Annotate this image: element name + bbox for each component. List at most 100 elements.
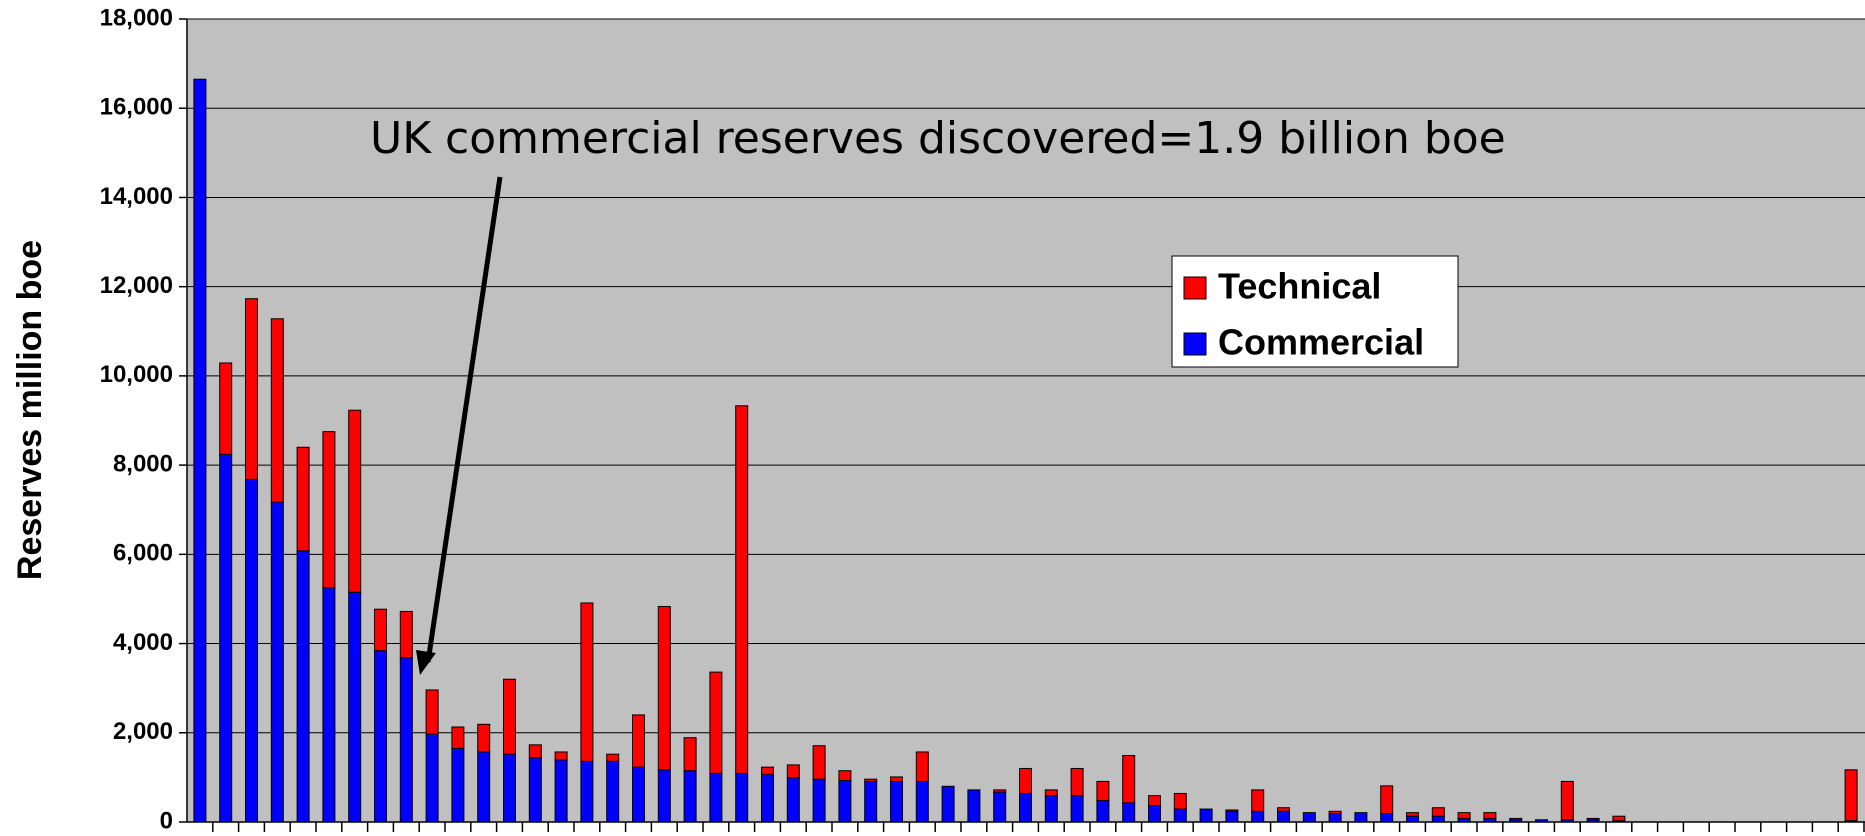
bar-segment — [1457, 812, 1471, 819]
bar-segment — [606, 760, 620, 823]
bar-segment — [786, 777, 800, 823]
bar-segment — [1406, 812, 1419, 817]
bar-segment — [1044, 789, 1058, 797]
bar-segment — [270, 318, 284, 503]
y-tick-label: 16,000 — [100, 94, 173, 121]
bar-segment — [1122, 755, 1136, 804]
bar-segment — [709, 772, 723, 823]
bar-segment — [1380, 785, 1394, 815]
bar-segment — [993, 789, 1007, 793]
bar-segment — [1277, 810, 1290, 823]
legend-swatch — [1183, 332, 1207, 356]
bar-segment — [322, 431, 336, 589]
bar-segment — [683, 737, 697, 772]
legend-label: Technical — [1218, 266, 1381, 307]
bar-segment — [399, 657, 413, 823]
bar-segment — [1457, 817, 1471, 823]
bar-segment — [296, 446, 310, 552]
annotation: UK commercial reserves discovered=1.9 bi… — [370, 113, 1506, 164]
bar-segment — [735, 405, 749, 774]
bar-segment — [1560, 780, 1574, 821]
bar-segment — [683, 770, 697, 823]
bar-segment — [1019, 767, 1032, 794]
bar-segment — [554, 759, 568, 823]
y-tick-label: 2,000 — [113, 718, 173, 745]
bar-segment — [554, 751, 568, 761]
bar-segment — [915, 751, 929, 782]
bar-segment — [374, 608, 387, 652]
plot-background — [187, 19, 1865, 822]
bar-segment — [451, 726, 465, 749]
bar-segment — [1199, 808, 1213, 823]
bar-segment — [322, 587, 336, 823]
y-tick-label: 10,000 — [100, 361, 173, 388]
y-tick-label: 18,000 — [100, 4, 173, 31]
bar-segment — [1328, 813, 1342, 823]
bar-segment — [1096, 780, 1110, 802]
bar-segment — [1844, 769, 1858, 822]
bar-segment — [1225, 810, 1239, 823]
bar-segment — [1019, 792, 1032, 823]
bar-segment — [477, 723, 491, 753]
bar-segment — [838, 770, 852, 782]
bar-segment — [890, 780, 903, 823]
bar-segment — [838, 780, 852, 823]
bar-segment — [632, 714, 645, 768]
y-tick-label: 0 — [160, 807, 173, 834]
bar-segment — [528, 744, 542, 759]
legend-label: Commercial — [1218, 322, 1424, 363]
bar-segment — [1277, 807, 1290, 812]
bar-segment — [451, 747, 465, 823]
bar-segment — [477, 751, 491, 823]
bar-segment — [1483, 817, 1497, 823]
bar-segment — [1148, 795, 1161, 806]
bar-segment — [245, 478, 258, 823]
bar-segment — [580, 760, 594, 823]
bar-segment — [1302, 812, 1316, 823]
bar-segment — [270, 501, 284, 823]
bar-segment — [528, 757, 542, 823]
y-tick-label: 14,000 — [100, 183, 173, 210]
bar-segment — [812, 745, 826, 780]
bar-segment — [657, 769, 671, 823]
bar-segment — [1431, 807, 1445, 817]
bar-segment — [1612, 815, 1626, 822]
y-tick-label: 8,000 — [113, 450, 173, 477]
bar-segment — [425, 733, 439, 823]
annotation-arrow — [425, 176, 503, 663]
bar-segment — [735, 772, 749, 823]
plot-area — [187, 18, 1865, 823]
y-tick-label: 4,000 — [113, 629, 173, 656]
bar-segment — [348, 591, 362, 823]
bar-segment — [993, 791, 1007, 823]
bar-segment — [1483, 812, 1497, 819]
y-axis-label: Reserves million boe — [11, 240, 49, 580]
bar-segment — [941, 785, 955, 823]
bar-segment — [296, 550, 310, 823]
bar-segment — [1535, 819, 1548, 823]
bar-segment — [1148, 804, 1161, 823]
bar-segment — [1173, 808, 1187, 823]
bar-segment — [1173, 792, 1187, 810]
bar-segment — [1509, 817, 1523, 821]
bar-segment — [967, 789, 981, 823]
bar-segment — [761, 766, 774, 775]
bar-segment — [1070, 795, 1084, 823]
bar-segment — [1044, 795, 1058, 823]
bar-segment — [219, 453, 233, 823]
y-tick-label: 6,000 — [113, 540, 173, 567]
bar-segment — [1251, 789, 1265, 812]
bar-segment — [864, 778, 878, 782]
legend-box — [1171, 255, 1459, 368]
bar-segment — [657, 606, 671, 771]
legend-swatch — [1183, 276, 1207, 300]
bar-segment — [1225, 809, 1239, 812]
bar-segment — [890, 776, 903, 782]
y-tick-label: 12,000 — [100, 272, 173, 299]
bar-segment — [864, 780, 878, 823]
bar-segment — [786, 764, 800, 779]
bar-segment — [219, 362, 233, 455]
annotation-arrowhead — [416, 650, 436, 675]
